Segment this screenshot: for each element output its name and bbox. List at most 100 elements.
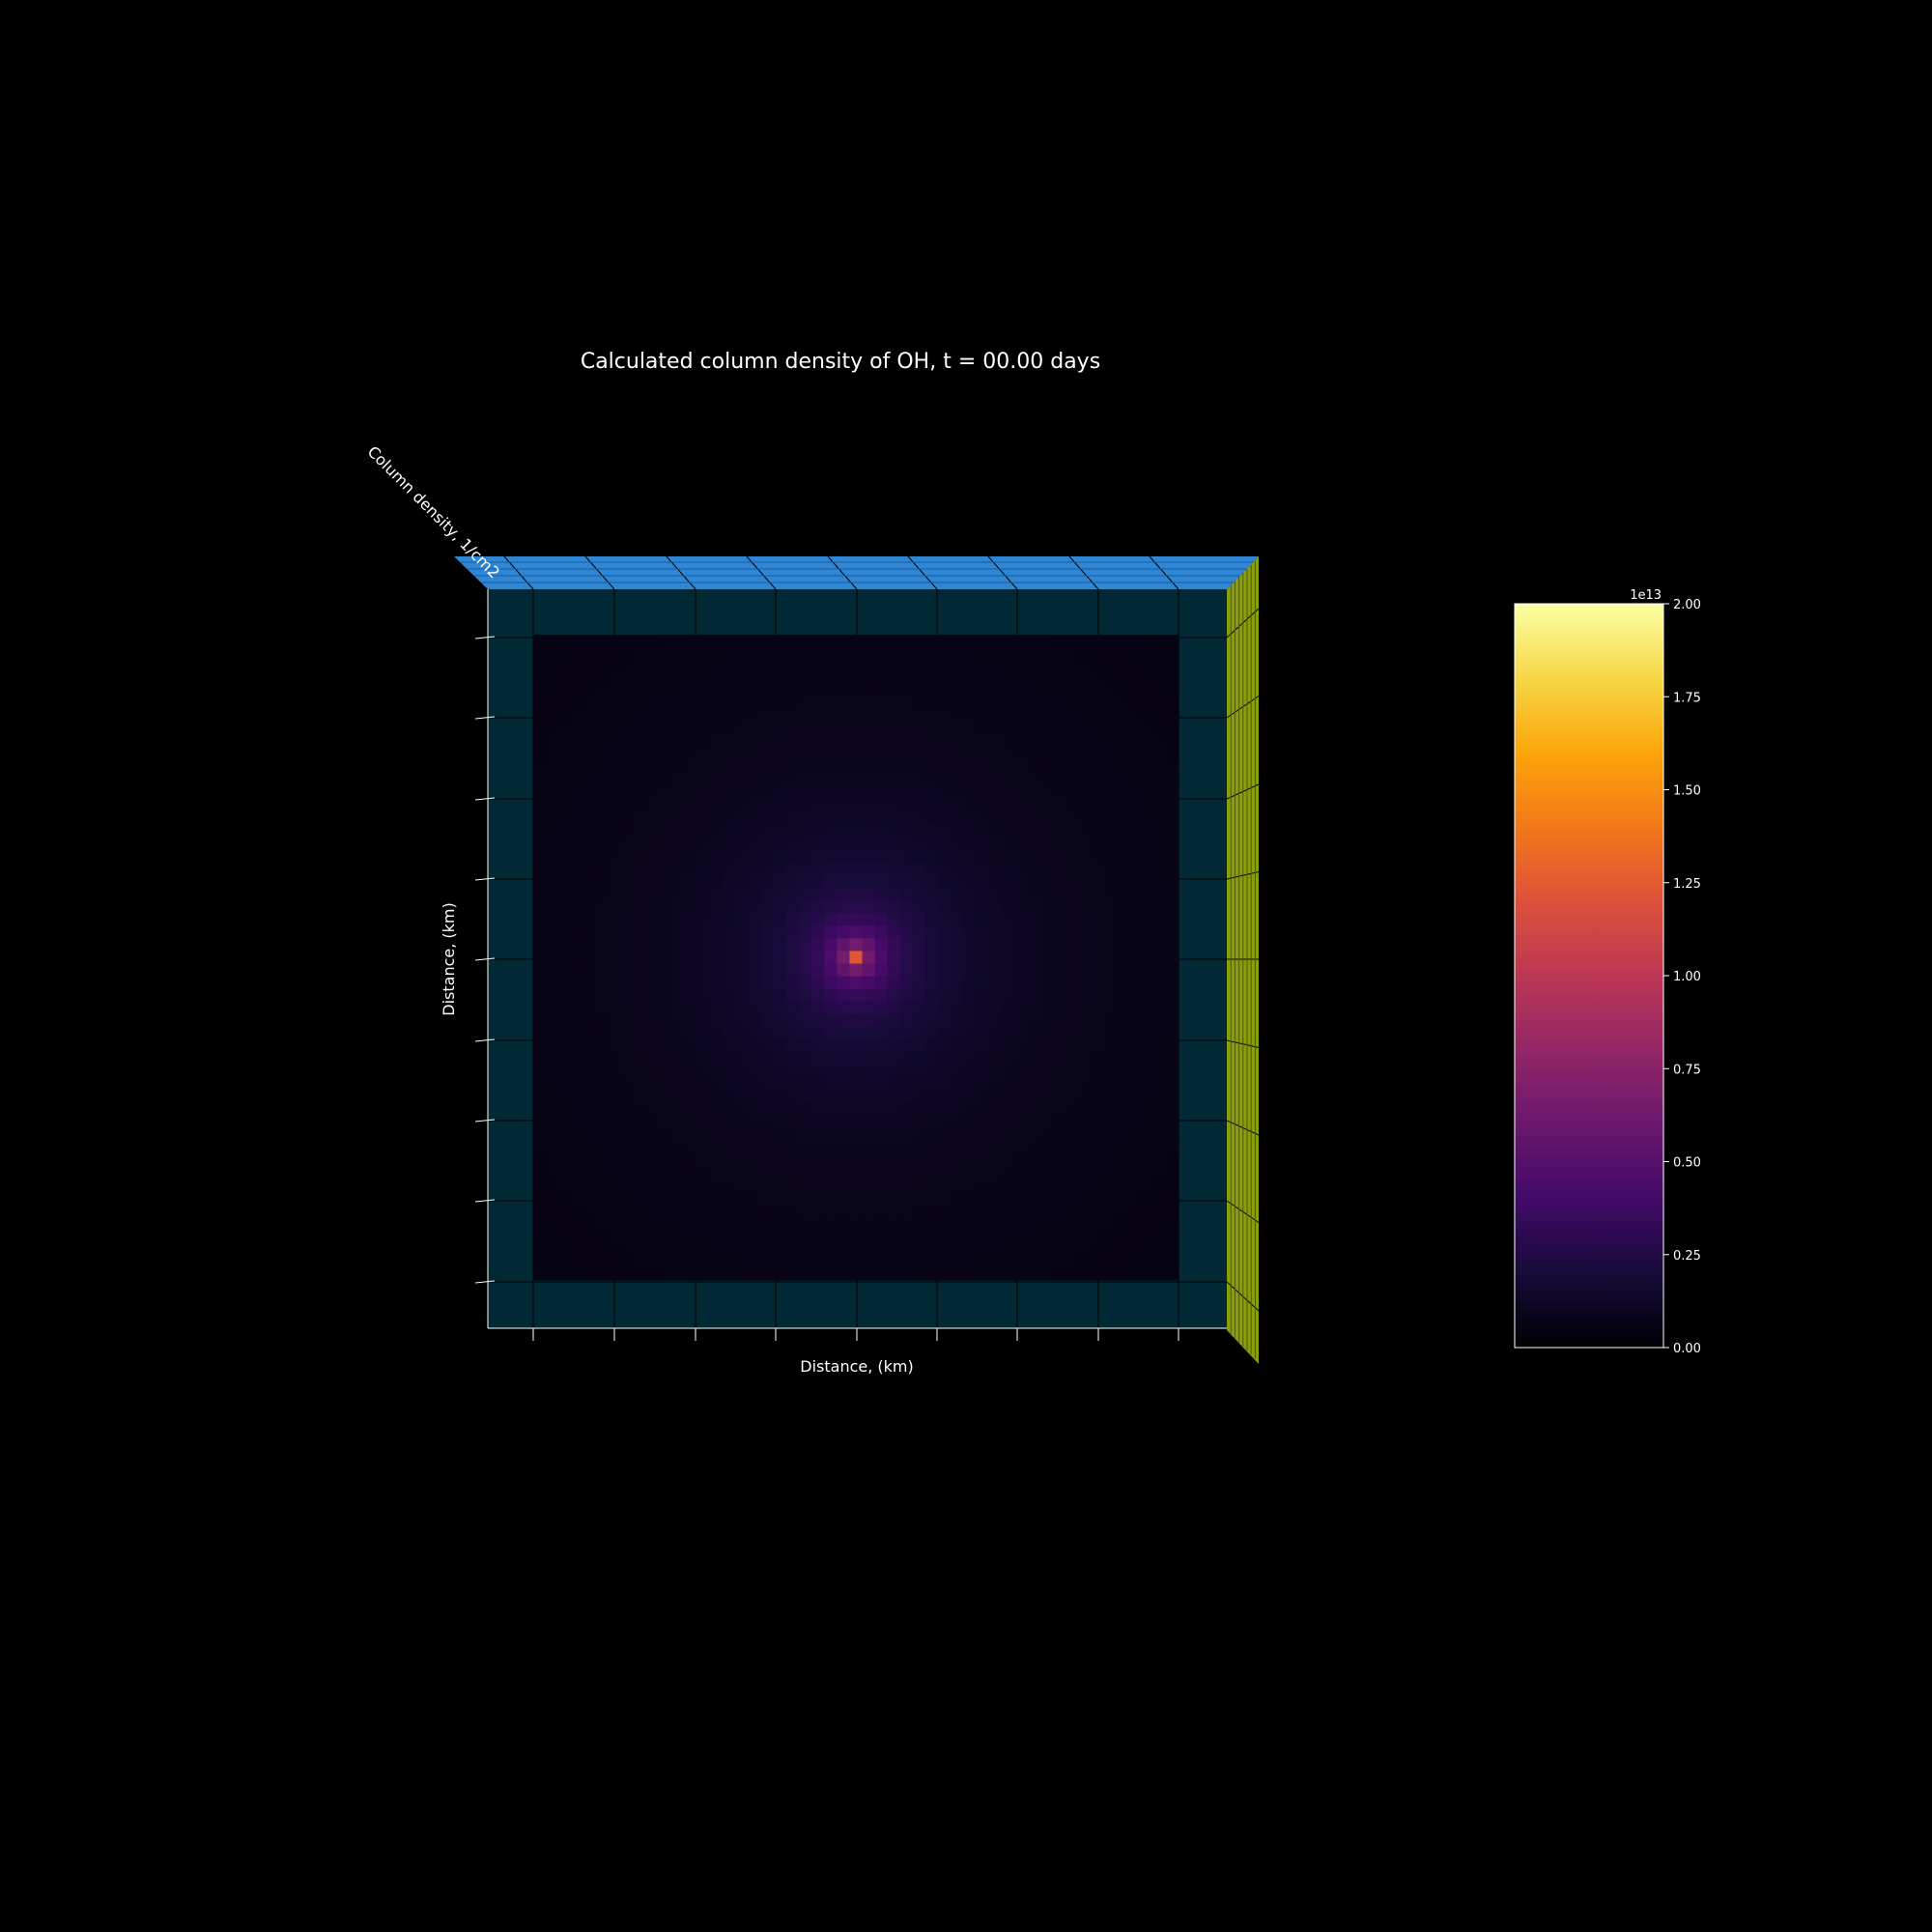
heatmap-cell (710, 1065, 724, 1079)
heatmap-cell (1102, 1039, 1117, 1053)
heatmap-cell (951, 1102, 964, 1117)
heatmap-cell (685, 913, 698, 926)
heatmap-cell (988, 1216, 1003, 1231)
heatmap-cell (912, 647, 926, 661)
heatmap-cell (1052, 1102, 1065, 1117)
heatmap-cell (925, 925, 939, 939)
heatmap-cell (546, 1179, 559, 1192)
heatmap-cell (697, 1039, 711, 1053)
heatmap-cell (1090, 1166, 1104, 1179)
heatmap-cell (912, 672, 926, 686)
heatmap-cell (723, 811, 737, 826)
heatmap-cell (710, 1166, 724, 1179)
heatmap-cell (609, 988, 623, 1003)
heatmap-cell (1077, 874, 1091, 889)
heatmap-cell (1115, 672, 1129, 686)
heatmap-cell (951, 1090, 964, 1104)
heatmap-cell (1013, 786, 1028, 800)
heatmap-cell (596, 723, 611, 737)
heatmap-cell (1127, 774, 1142, 787)
heatmap-cell (533, 1179, 547, 1192)
heatmap-cell (1065, 748, 1078, 762)
heatmap-cell (1052, 672, 1065, 686)
heatmap-cell (735, 647, 750, 661)
heatmap-cell (609, 786, 623, 800)
heatmap-cell (621, 849, 636, 864)
heatmap-cell (1001, 672, 1015, 686)
heatmap-cell (621, 925, 636, 939)
heatmap-cell (1065, 951, 1078, 965)
heatmap-cell (748, 913, 762, 926)
colorbar-tick-label: 0.75 (1673, 1063, 1701, 1077)
heatmap-cell (925, 1204, 939, 1218)
heatmap-cell (773, 660, 787, 673)
heatmap-cell (533, 1229, 547, 1243)
heatmap-cell (899, 1027, 914, 1040)
heatmap-cell (1065, 635, 1078, 648)
heatmap-cell (1165, 672, 1179, 686)
heatmap-cell (1077, 811, 1091, 826)
heatmap-cell (899, 887, 914, 901)
heatmap-cell (799, 748, 812, 762)
heatmap-cell (951, 811, 964, 826)
heatmap-cell (887, 1216, 901, 1231)
heatmap-cell (899, 1001, 914, 1015)
heatmap-cell (811, 900, 825, 914)
heatmap-cell (659, 1052, 673, 1065)
heatmap-cell (1102, 976, 1117, 990)
heatmap-cell (609, 1065, 623, 1079)
heatmap-cell (951, 1052, 964, 1065)
heatmap-cell (988, 1204, 1003, 1218)
heatmap-cell (685, 1102, 698, 1117)
heatmap-cell (723, 786, 737, 800)
heatmap-cell (1001, 1013, 1015, 1028)
heatmap-cell (659, 1065, 673, 1079)
heatmap-cell (1001, 1191, 1015, 1206)
heatmap-cell (925, 1115, 939, 1129)
heatmap-cell (609, 925, 623, 939)
heatmap-cell (811, 1102, 825, 1117)
heatmap-cell (710, 874, 724, 889)
heatmap-cell (963, 1115, 978, 1129)
heatmap-cell (609, 799, 623, 812)
heatmap-cell (976, 913, 990, 926)
heatmap-cell (1140, 1153, 1154, 1167)
heatmap-cell (785, 811, 800, 826)
heatmap-cell (1077, 887, 1091, 901)
heatmap-cell (646, 1115, 661, 1129)
heatmap-cell (951, 1140, 964, 1154)
heatmap-cell (976, 1127, 990, 1142)
heatmap-cell (976, 672, 990, 686)
heatmap-cell (621, 1102, 636, 1117)
heatmap-cell (735, 1191, 750, 1206)
heatmap-cell (925, 1077, 939, 1092)
heatmap-cell (1090, 1241, 1104, 1256)
heatmap-cell (1102, 862, 1117, 876)
heatmap-cell (874, 988, 889, 1003)
heatmap-cell (1140, 1179, 1154, 1192)
heatmap-cell (1165, 938, 1179, 952)
heatmap-cell (583, 900, 598, 914)
z-axis-label: Column density, 1/cm2 (364, 442, 503, 582)
heatmap-cell (849, 1127, 864, 1142)
heatmap-cell (533, 874, 547, 889)
heatmap-cell (887, 938, 901, 952)
heatmap-cell (1140, 1216, 1154, 1231)
heatmap-cell (862, 685, 876, 699)
heatmap-cell (685, 1216, 698, 1231)
heatmap-cell (899, 1179, 914, 1192)
heatmap-cell (773, 1254, 787, 1268)
heatmap-cell (735, 1127, 750, 1142)
heatmap-cell (773, 1102, 787, 1117)
heatmap-cell (735, 1013, 750, 1028)
heatmap-cell (862, 760, 876, 775)
heatmap-cell (583, 1191, 598, 1206)
heatmap-cell (938, 1140, 952, 1154)
heatmap-cell (849, 660, 864, 673)
heatmap-cell (976, 799, 990, 812)
heatmap-cell (799, 849, 812, 864)
heatmap-cell (571, 1241, 584, 1256)
heatmap-cell (1152, 925, 1167, 939)
heatmap-cell (1127, 1204, 1142, 1218)
heatmap-cell (659, 1153, 673, 1167)
